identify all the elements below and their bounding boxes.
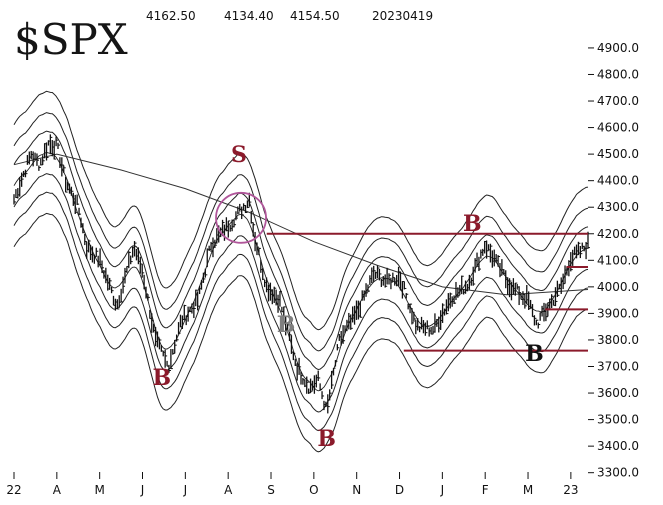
y-tick-label: 3700.0	[597, 360, 639, 374]
y-tick-label: 4800.0	[597, 67, 639, 81]
x-tick-label: M	[523, 483, 533, 497]
y-tick-label: 4200.0	[597, 227, 639, 241]
x-tick-label: A	[224, 483, 233, 497]
x-tick-label: F	[482, 483, 489, 497]
x-tick-label: J	[183, 483, 188, 497]
y-tick-label: 4500.0	[597, 147, 639, 161]
x-tick-label: 22	[6, 483, 21, 497]
y-tick-label: 4100.0	[597, 253, 639, 267]
ohlc-date: 20230419	[372, 9, 433, 23]
annotation-label: S	[231, 142, 247, 168]
x-tick-label: 23	[563, 483, 578, 497]
y-tick-label: 4000.0	[597, 280, 639, 294]
y-tick-label: 4400.0	[597, 174, 639, 188]
x-tick-label: J	[140, 483, 145, 497]
annotation-label: B	[463, 211, 482, 237]
envelope-band	[13, 173, 589, 413]
x-tick-label: N	[352, 483, 361, 497]
envelope-band	[13, 212, 589, 453]
y-tick-label: 4600.0	[597, 121, 639, 135]
x-tick-label: S	[267, 483, 275, 497]
x-tick-label: A	[53, 483, 62, 497]
moving-average-200d	[13, 153, 589, 296]
x-tick-label: D	[395, 483, 404, 497]
ohlc-open: 4162.50	[146, 9, 196, 23]
x-tick-label: J	[440, 483, 445, 497]
y-tick-label: 3400.0	[597, 439, 639, 453]
x-tick-label: O	[309, 483, 318, 497]
envelope-band	[13, 90, 589, 331]
annotation-label: B	[317, 426, 336, 452]
ohlc-low: 4154.50	[290, 9, 340, 23]
annotation-label: B	[525, 341, 544, 367]
envelope-band	[13, 112, 589, 352]
annotation-label: B	[152, 365, 171, 391]
envelope-band	[13, 191, 589, 432]
annotation-label: B	[277, 312, 296, 338]
y-tick-label: 4900.0	[597, 41, 639, 55]
y-tick-label: 3500.0	[597, 413, 639, 427]
y-tick-label: 3800.0	[597, 333, 639, 347]
chart-title: $SPX	[14, 15, 128, 64]
envelope-band	[13, 130, 589, 371]
y-tick-label: 3600.0	[597, 386, 639, 400]
y-tick-label: 3900.0	[597, 306, 639, 320]
y-tick-label: 4700.0	[597, 94, 639, 108]
ohlc-high: 4134.40	[224, 9, 274, 23]
y-tick-label: 3300.0	[597, 466, 639, 480]
y-tick-label: 4300.0	[597, 200, 639, 214]
highlight-circle	[215, 191, 267, 244]
x-tick-label: M	[94, 483, 104, 497]
